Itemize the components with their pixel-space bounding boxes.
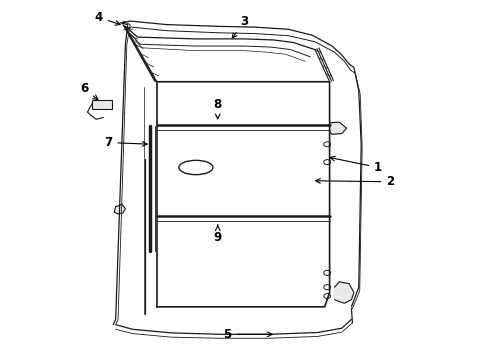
Polygon shape <box>92 100 112 109</box>
Polygon shape <box>114 204 125 214</box>
Text: 3: 3 <box>232 14 248 38</box>
Text: 7: 7 <box>104 136 147 149</box>
Text: 5: 5 <box>223 328 271 341</box>
Text: 6: 6 <box>80 82 98 100</box>
Polygon shape <box>334 282 353 303</box>
Text: 2: 2 <box>315 175 394 188</box>
Text: 4: 4 <box>94 11 120 25</box>
Text: 1: 1 <box>329 156 382 174</box>
Text: 9: 9 <box>213 225 222 244</box>
Text: 8: 8 <box>213 99 222 119</box>
Polygon shape <box>329 122 346 134</box>
